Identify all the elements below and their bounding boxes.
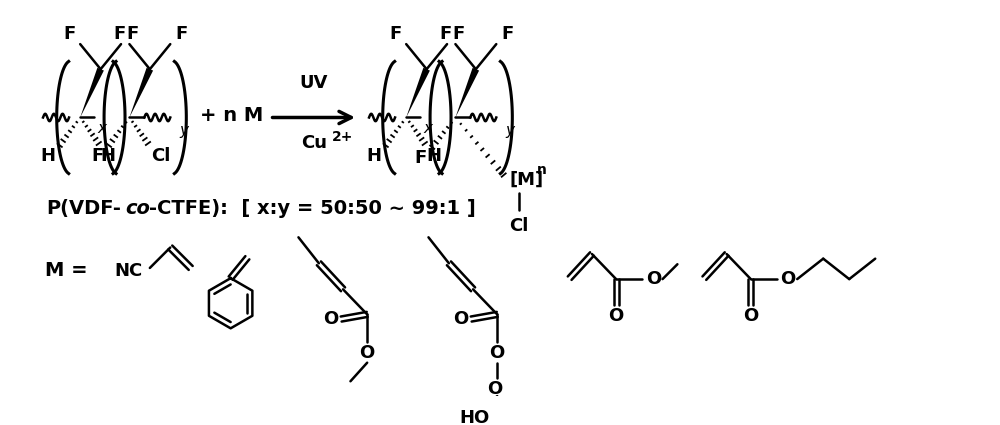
Text: M =: M =	[45, 261, 88, 280]
Polygon shape	[406, 68, 430, 117]
Text: O: O	[780, 270, 796, 288]
Text: n: n	[537, 164, 547, 177]
Text: F: F	[64, 25, 76, 43]
Text: -CTFE):  [ x:y = 50:50 ∼ 99:1 ]: -CTFE): [ x:y = 50:50 ∼ 99:1 ]	[149, 199, 476, 218]
Text: F: F	[390, 25, 402, 43]
Text: O: O	[360, 344, 375, 363]
Text: O: O	[453, 310, 469, 328]
Text: F: F	[452, 25, 464, 43]
Polygon shape	[80, 68, 104, 117]
Text: O: O	[608, 307, 624, 325]
Text: O: O	[646, 270, 661, 288]
Text: Cl: Cl	[151, 147, 171, 165]
Text: HO: HO	[460, 409, 490, 425]
Text: F: F	[126, 25, 138, 43]
Text: F: F	[414, 149, 426, 167]
Text: F: F	[501, 25, 514, 43]
Text: 2+: 2+	[332, 130, 354, 144]
Text: Cu: Cu	[301, 134, 327, 152]
Text: H: H	[427, 147, 442, 165]
Text: O: O	[487, 380, 502, 398]
Text: O: O	[490, 344, 505, 363]
Text: co: co	[126, 199, 151, 218]
Text: x: x	[424, 121, 433, 136]
Text: Cl: Cl	[509, 217, 528, 235]
Text: [M]: [M]	[509, 171, 543, 189]
Text: y: y	[506, 123, 515, 138]
Text: H: H	[40, 147, 55, 165]
Text: O: O	[323, 310, 339, 328]
Text: UV: UV	[300, 74, 328, 92]
Text: H: H	[101, 147, 116, 165]
Text: F: F	[439, 25, 451, 43]
Text: x: x	[98, 121, 107, 136]
Polygon shape	[129, 68, 153, 117]
Text: NC: NC	[115, 262, 143, 280]
Text: F: F	[175, 25, 188, 43]
Polygon shape	[455, 68, 479, 117]
Text: y: y	[180, 123, 189, 138]
Text: P(VDF-: P(VDF-	[47, 199, 122, 218]
Text: H: H	[366, 147, 381, 165]
Text: O: O	[743, 307, 758, 325]
Text: + n M: + n M	[200, 106, 263, 125]
Text: F: F	[92, 147, 104, 165]
Text: F: F	[113, 25, 125, 43]
